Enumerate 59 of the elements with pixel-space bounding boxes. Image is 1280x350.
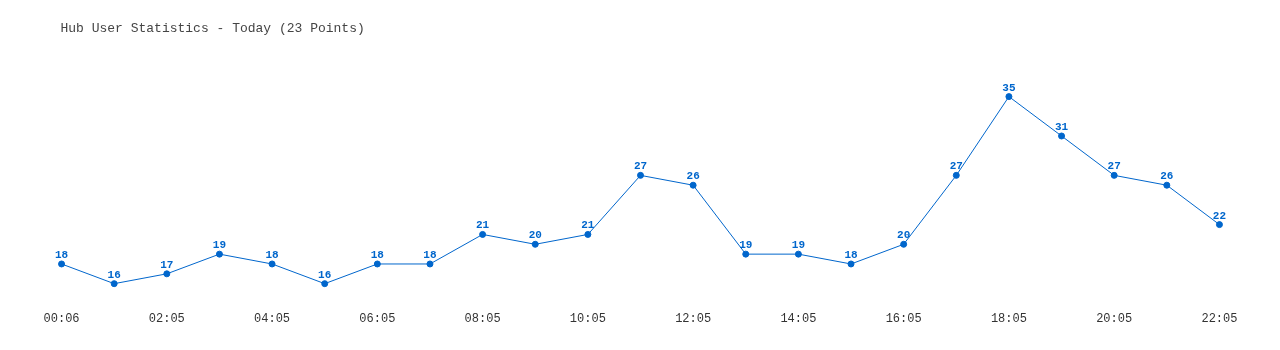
data-label: 18	[844, 248, 859, 261]
point	[900, 240, 908, 248]
point	[479, 230, 487, 238]
point	[1058, 132, 1066, 140]
point	[268, 260, 276, 268]
data-label: 27	[1107, 160, 1121, 173]
point	[794, 250, 802, 258]
x-tick-label: 12:05	[675, 311, 712, 326]
point	[373, 260, 381, 268]
data-label: 21	[581, 219, 595, 232]
chart-title: Hub User Statistics - Today (23 Points)	[60, 20, 365, 36]
data-label: 18	[54, 248, 69, 261]
data-label: 20	[528, 229, 542, 242]
point	[321, 280, 329, 288]
data-label: 35	[1002, 81, 1016, 94]
data-label: 19	[791, 239, 805, 252]
data-label: 26	[686, 170, 700, 183]
point	[215, 250, 223, 258]
point	[58, 260, 66, 268]
point	[742, 250, 750, 258]
data-label: 19	[739, 239, 753, 252]
data-label: 17	[160, 258, 174, 271]
x-tick-label: 22:05	[1201, 311, 1238, 326]
point	[110, 280, 118, 288]
x-tick-label: 20:05	[1096, 311, 1133, 326]
data-label: 20	[897, 229, 911, 242]
x-tick-label: 10:05	[569, 311, 606, 326]
x-tick-label: 02:05	[148, 311, 185, 326]
x-tick-label: 00:06	[43, 311, 80, 326]
data-label: 31	[1054, 120, 1069, 133]
data-label: 19	[212, 239, 227, 252]
point	[1005, 93, 1013, 101]
point	[1215, 221, 1223, 229]
data-label: 26	[1160, 170, 1174, 183]
point	[163, 270, 171, 278]
x-tick-label: 06:05	[359, 311, 396, 326]
point	[531, 240, 539, 248]
point	[847, 260, 855, 268]
data-label: 18	[265, 248, 280, 261]
x-tick-label: 16:05	[885, 311, 922, 326]
data-label: 16	[318, 268, 332, 281]
data-label: 22	[1212, 209, 1227, 222]
point	[637, 171, 644, 179]
x-tick-label: 14:05	[780, 311, 817, 326]
x-tick-label: 08:05	[464, 311, 501, 326]
point	[1110, 171, 1118, 179]
data-label: 27	[949, 160, 963, 173]
data-label: 21	[476, 219, 490, 232]
point	[689, 181, 697, 189]
data-label: 18	[370, 248, 385, 261]
point	[952, 171, 960, 179]
x-tick-label: 04:05	[254, 311, 291, 326]
point	[1163, 181, 1171, 189]
data-label: 18	[423, 248, 437, 261]
point	[426, 260, 434, 268]
data-label: 16	[107, 268, 121, 281]
point	[584, 230, 592, 238]
x-tick-label: 18:05	[990, 311, 1027, 326]
data-label: 27	[633, 160, 648, 173]
